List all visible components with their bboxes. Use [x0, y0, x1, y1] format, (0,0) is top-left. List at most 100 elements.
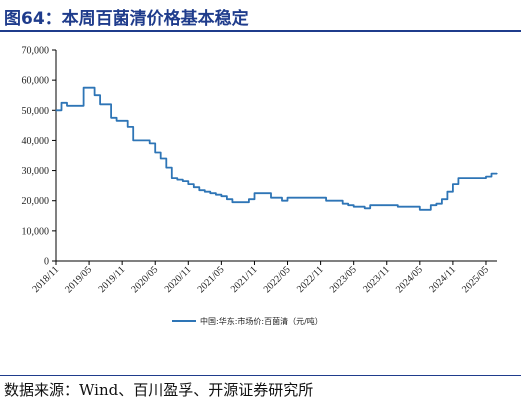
x-tick-label: 2021/11 — [229, 264, 260, 295]
data-point — [165, 167, 167, 169]
page-title: 图64：本周百菌清价格基本稳定 — [4, 9, 249, 29]
y-tick-label: 60,000 — [22, 76, 50, 87]
data-point — [77, 105, 79, 107]
data-point — [231, 201, 233, 203]
data-point — [264, 192, 267, 194]
x-tick-label: 2020/05 — [129, 264, 160, 295]
data-point — [419, 209, 421, 211]
data-point — [226, 198, 228, 200]
data-point — [496, 173, 498, 175]
y-tick-label: 50,000 — [22, 106, 50, 117]
data-point — [138, 139, 140, 141]
data-point — [485, 176, 487, 178]
data-point — [347, 204, 349, 206]
data-point — [408, 206, 410, 208]
data-point — [60, 102, 63, 104]
data-point — [298, 197, 300, 199]
title-bar: 图64：本周百菌清价格基本稳定 — [0, 0, 521, 32]
data-point — [149, 142, 151, 144]
x-tick-label: 2019/05 — [63, 264, 94, 295]
y-tick-label: 20,000 — [22, 196, 50, 207]
data-point — [314, 197, 316, 199]
data-point — [468, 177, 470, 179]
data-point — [281, 200, 283, 202]
data-point — [331, 200, 333, 202]
data-point — [259, 192, 261, 194]
data-point — [413, 206, 415, 208]
y-tick-label: 40,000 — [22, 136, 50, 147]
data-point — [386, 204, 388, 206]
data-point — [430, 204, 432, 206]
data-point — [160, 157, 162, 160]
x-tick-label: 2018/11 — [30, 264, 61, 295]
data-point — [275, 197, 278, 199]
data-point — [309, 197, 311, 199]
data-point — [94, 94, 96, 96]
footer-divider — [0, 375, 521, 376]
data-point — [143, 139, 145, 141]
data-point — [71, 105, 74, 107]
data-point — [286, 197, 289, 199]
data-point — [237, 201, 239, 203]
y-tick-label: 30,000 — [22, 166, 50, 177]
data-point — [397, 206, 399, 208]
data-point — [292, 197, 294, 199]
data-point — [220, 195, 222, 197]
x-tick-label: 2024/05 — [394, 264, 425, 295]
data-point — [441, 198, 443, 200]
data-point — [187, 183, 189, 185]
title-divider — [0, 30, 521, 32]
data-point — [446, 191, 448, 193]
data-point — [490, 173, 493, 175]
x-tick-label: 2021/05 — [196, 264, 227, 295]
data-point — [424, 209, 426, 211]
data-point — [457, 177, 459, 179]
data-point — [242, 201, 244, 203]
y-tick-label: 10,000 — [22, 226, 50, 237]
x-tick-label: 2020/11 — [163, 264, 194, 295]
x-tick-label: 2022/11 — [295, 264, 326, 295]
data-point — [193, 186, 195, 188]
data-point — [303, 197, 305, 199]
data-point — [380, 204, 382, 206]
data-point — [88, 87, 90, 89]
data-point — [369, 204, 371, 206]
legend-label: 中国:华东:市场价:百菌清（元/吨） — [200, 316, 323, 326]
x-axis: 2018/11 2019/05 2019/11 2020/05 2020/11 2021/… — [30, 260, 497, 295]
x-tick-label: 2024/11 — [427, 264, 458, 295]
data-point — [253, 192, 256, 194]
data-point — [182, 180, 184, 182]
data-point — [325, 200, 327, 202]
data-point — [215, 194, 217, 196]
data-point — [358, 206, 360, 208]
data-point — [452, 183, 454, 185]
data-point — [342, 203, 344, 205]
data-point — [204, 191, 206, 193]
data-point — [116, 120, 118, 122]
y-axis: 0 10,000 20,000 30,000 40,000 50,000 60,000 70,… — [22, 46, 57, 268]
y-tick-label: 0 — [44, 257, 49, 268]
data-point — [66, 105, 68, 107]
data-point — [121, 120, 123, 122]
data-point — [110, 117, 112, 119]
data-point — [154, 151, 156, 154]
data-point — [463, 177, 465, 179]
series-line — [56, 86, 497, 211]
data-point — [270, 197, 272, 199]
data-point — [320, 197, 322, 199]
data-point — [375, 204, 377, 206]
data-point — [209, 192, 211, 194]
source-note: 数据来源：Wind、百川盈孚、开源证券研究所 — [4, 381, 314, 399]
data-point — [391, 204, 393, 206]
data-point — [474, 177, 476, 179]
x-tick-label: 2019/11 — [97, 264, 128, 295]
data-point — [132, 139, 134, 141]
data-point — [127, 126, 129, 128]
data-point — [83, 87, 85, 89]
y-tick-label: 70,000 — [22, 46, 50, 57]
price-line-chart: 0 10,000 20,000 30,000 40,000 50,000 60,000 70,… — [22, 46, 498, 326]
x-tick-label: 2022/05 — [262, 264, 293, 295]
x-tick-label: 2025/05 — [460, 264, 491, 295]
data-point — [198, 189, 200, 191]
x-tick-label: 2023/05 — [328, 264, 359, 295]
